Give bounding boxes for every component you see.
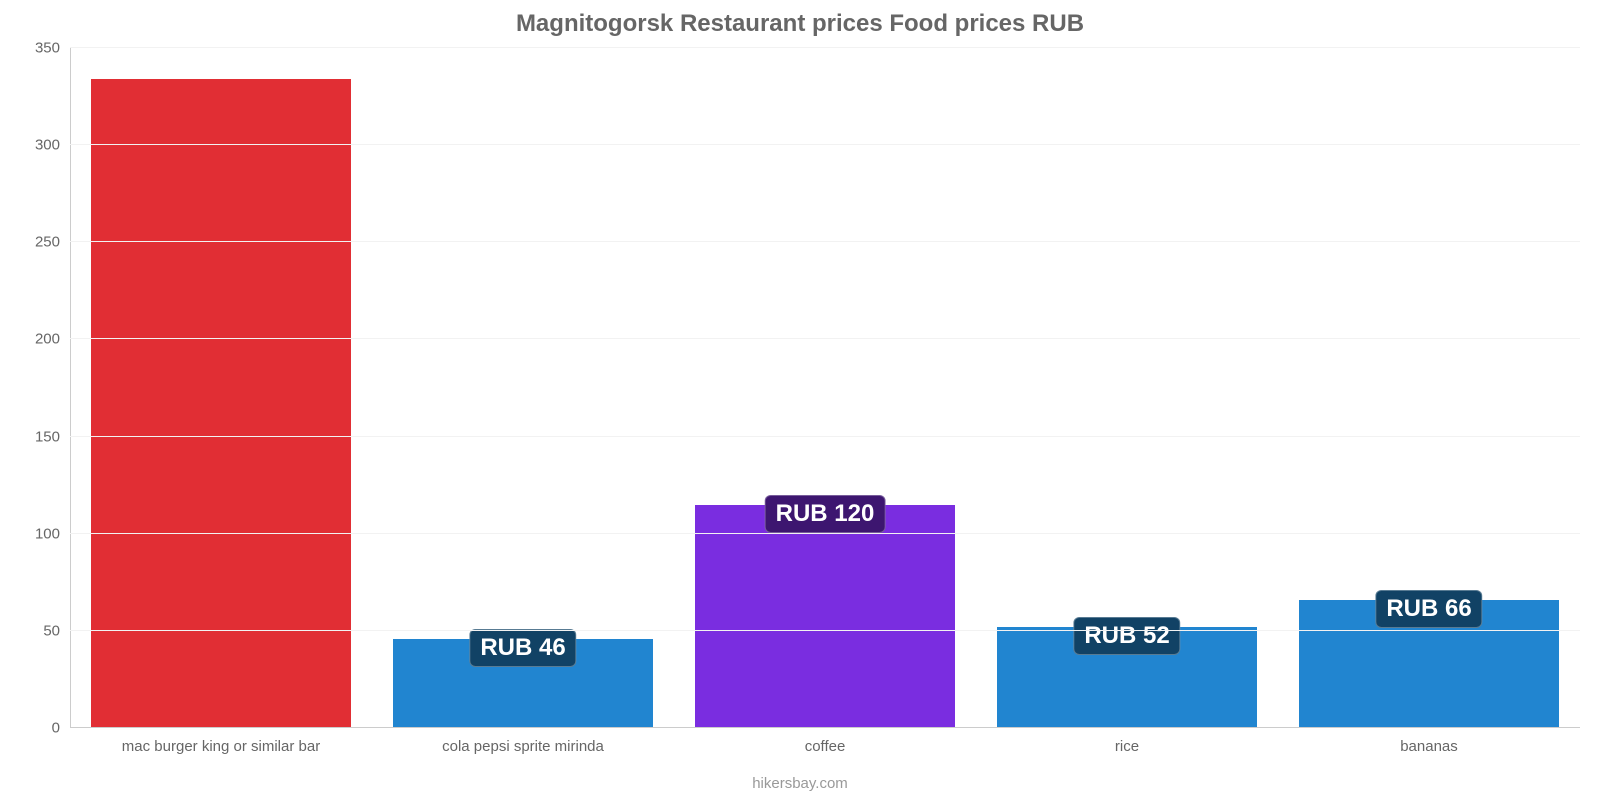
chart-title: Magnitogorsk Restaurant prices Food pric… <box>0 10 1600 38</box>
x-tick-label: cola pepsi sprite mirinda <box>442 728 604 755</box>
bar <box>695 505 955 728</box>
gridline <box>70 630 1580 631</box>
x-tick-label: rice <box>1115 728 1139 755</box>
value-badge: RUB 52 <box>1073 617 1180 655</box>
gridline <box>70 338 1580 339</box>
y-tick-label: 200 <box>35 331 70 348</box>
y-tick-label: 300 <box>35 137 70 154</box>
y-tick-label: 50 <box>43 622 70 639</box>
x-tick-label: mac burger king or similar bar <box>122 728 320 755</box>
chart-container: Magnitogorsk Restaurant prices Food pric… <box>0 0 1600 800</box>
gridline <box>70 436 1580 437</box>
gridline <box>70 144 1580 145</box>
plot-area: RUB 330RUB 46RUB 120RUB 52RUB 66 0501001… <box>70 48 1580 728</box>
y-tick-label: 350 <box>35 40 70 57</box>
gridline <box>70 47 1580 48</box>
value-badge: RUB 46 <box>469 629 576 667</box>
bars-group: RUB 330RUB 46RUB 120RUB 52RUB 66 <box>70 48 1580 728</box>
x-tick-label: coffee <box>805 728 846 755</box>
gridline <box>70 241 1580 242</box>
gridline <box>70 533 1580 534</box>
x-tick-label: bananas <box>1400 728 1458 755</box>
y-tick-label: 100 <box>35 525 70 542</box>
y-tick-label: 250 <box>35 234 70 251</box>
y-tick-label: 150 <box>35 428 70 445</box>
attribution-text: hikersbay.com <box>0 775 1600 792</box>
y-tick-label: 0 <box>52 720 70 737</box>
value-badge: RUB 120 <box>765 495 886 533</box>
value-badge: RUB 66 <box>1375 590 1482 628</box>
